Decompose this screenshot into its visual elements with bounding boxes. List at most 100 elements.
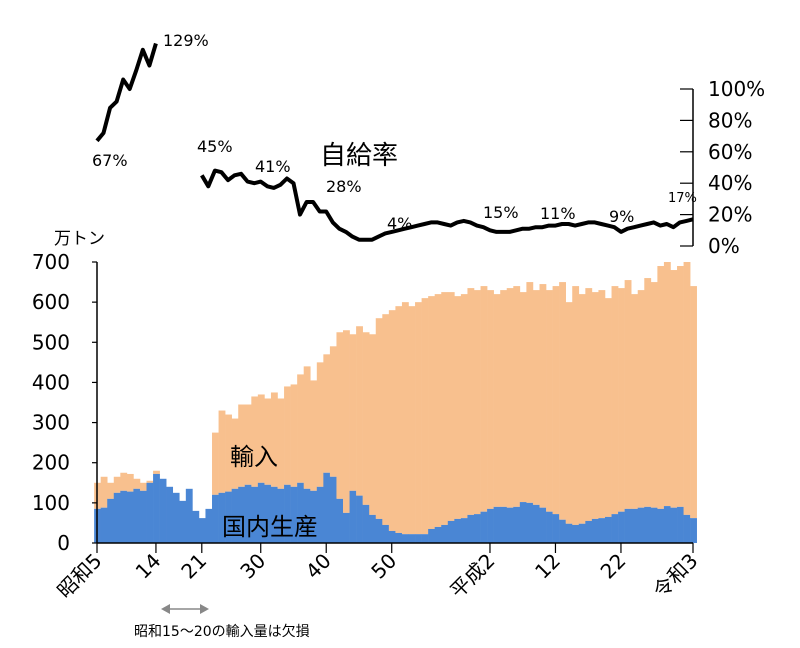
domestic-bar: [100, 507, 108, 543]
import-bar: [349, 334, 357, 491]
import-bar: [310, 380, 318, 491]
domestic-bar: [618, 511, 625, 543]
import-bar: [572, 286, 580, 525]
domestic-bar: [369, 514, 377, 543]
domestic-bar: [375, 518, 383, 543]
missing-range-arrow: [161, 604, 209, 614]
ss-tick-label: 100%: [708, 77, 765, 101]
import-bar: [460, 294, 468, 519]
import-bar: [506, 288, 514, 508]
domestic-bar: [323, 472, 331, 543]
domestic-bar: [683, 514, 691, 543]
import-bar: [231, 418, 239, 489]
domestic-bar: [192, 510, 200, 543]
domestic-bar: [107, 498, 115, 543]
import-bar: [316, 362, 324, 487]
x-tick-label: 14: [131, 549, 166, 584]
domestic-bar: [500, 506, 508, 543]
domestic-bar: [546, 511, 553, 543]
domestic-bar: [565, 523, 573, 543]
domestic-bar: [611, 514, 619, 543]
domestic-bar: [401, 534, 409, 543]
y-tick-label: 600: [32, 290, 70, 314]
domestic-bar: [578, 523, 586, 543]
import-bar: [500, 290, 508, 507]
domestic-bar: [644, 506, 652, 543]
import-bar: [356, 326, 363, 496]
import-bar: [133, 478, 141, 489]
import-bar: [677, 266, 684, 507]
import-bar: [447, 292, 455, 521]
import-bar: [690, 286, 697, 519]
domestic-bar: [139, 490, 147, 543]
domestic-bar: [244, 484, 252, 543]
import-bar: [539, 284, 547, 508]
import-bar: [395, 306, 403, 533]
domestic-bar: [532, 504, 540, 543]
y-tick-label: 700: [32, 250, 70, 274]
import-bar: [290, 384, 298, 487]
import-bar: [336, 332, 344, 499]
import-bar: [225, 414, 232, 492]
import-bar: [218, 410, 226, 493]
import-bar: [388, 310, 396, 531]
domestic-bar: [663, 506, 671, 543]
import-bar: [480, 286, 488, 512]
x-tick-label: 50: [366, 549, 401, 584]
import-bar: [683, 262, 691, 515]
import-bar: [657, 266, 665, 509]
domestic-bar: [434, 526, 442, 543]
domestic-bar: [251, 486, 259, 543]
domestic-bar: [408, 534, 416, 543]
label-imports: 輸入: [230, 443, 278, 471]
domestic-bar: [179, 500, 187, 543]
import-bar: [559, 282, 566, 520]
domestic-bar: [356, 495, 363, 543]
y-tick-label: 100: [32, 491, 70, 515]
import-bar: [264, 398, 272, 485]
x-tick-label: 平成2: [445, 549, 499, 603]
import-bar: [257, 394, 265, 483]
import-bar: [421, 298, 429, 535]
domestic-bar: [133, 488, 141, 543]
ss-title: 自給率: [320, 141, 398, 171]
domestic-bar: [126, 491, 134, 543]
domestic-bar: [519, 502, 527, 543]
import-bar: [591, 292, 599, 519]
import-bar: [238, 404, 246, 487]
import-bar: [362, 332, 370, 505]
domestic-bar: [677, 506, 684, 543]
domestic-bar: [382, 524, 390, 543]
domestic-bar: [428, 528, 435, 543]
domestic-bar: [539, 507, 547, 543]
ss-tick-label: 40%: [708, 171, 752, 195]
import-bar: [375, 318, 383, 519]
import-bar: [329, 346, 337, 477]
domestic-bar: [441, 524, 449, 543]
import-bar: [565, 302, 573, 524]
import-bar: [467, 288, 475, 515]
x-tick-label: 40: [301, 549, 336, 584]
import-bar: [212, 432, 219, 495]
domestic-bar: [316, 486, 324, 543]
import-bar: [454, 296, 462, 519]
y-tick-label: 200: [32, 451, 70, 475]
domestic-bar: [336, 498, 344, 543]
annotation-4: 4%: [387, 214, 412, 233]
domestic-bar: [166, 486, 174, 543]
import-bar: [637, 290, 645, 508]
domestic-bar: [159, 478, 167, 543]
domestic-bar: [185, 488, 193, 543]
domestic-bar: [264, 484, 272, 543]
domestic-bar: [310, 490, 318, 543]
annotation-45: 45%: [197, 137, 233, 156]
import-bar: [297, 374, 305, 483]
domestic-bar: [421, 534, 429, 543]
x-tick-label: 30: [235, 549, 270, 584]
domestic-bar: [480, 511, 488, 543]
import-bar: [519, 292, 527, 503]
domestic-bar: [591, 518, 599, 543]
domestic-bar: [270, 486, 278, 543]
import-bar: [493, 294, 501, 507]
y-tick-labels: 700 600 500 400 300 200 100 0: [32, 250, 97, 555]
